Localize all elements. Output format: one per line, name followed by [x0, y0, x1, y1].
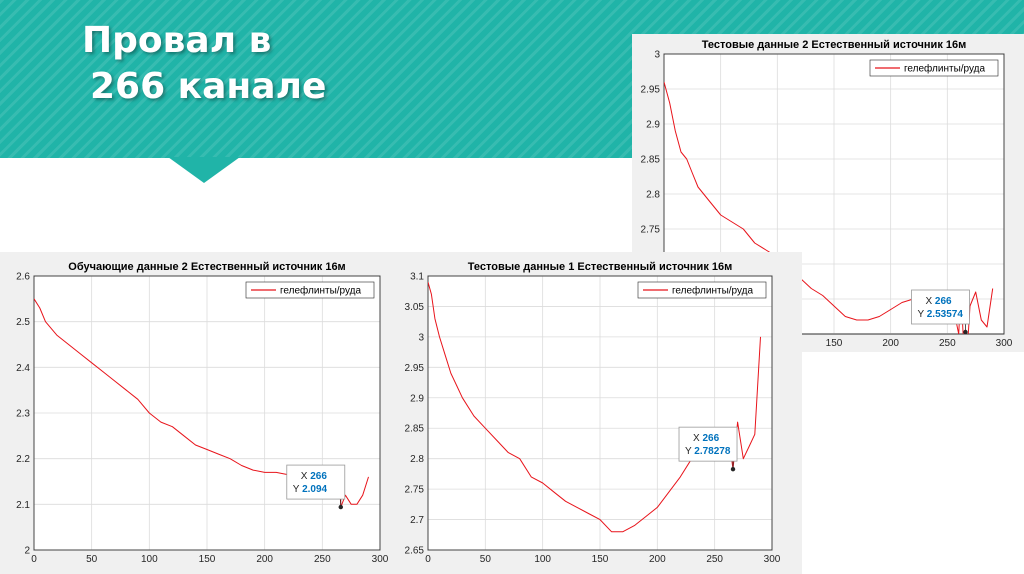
datatip-marker	[963, 329, 968, 335]
y-tick-label: 2.85	[405, 424, 425, 435]
x-tick-label: 200	[256, 554, 273, 565]
datatip-box	[678, 426, 738, 462]
y-tick-label: 3	[418, 332, 424, 343]
y-tick-label: 3.05	[405, 302, 425, 313]
y-tick-label: 2.6	[16, 272, 30, 283]
legend-box	[245, 281, 375, 299]
x-tick-label: 150	[826, 338, 843, 349]
datatip-marker	[730, 466, 736, 472]
datatip-x: X 266	[693, 433, 720, 444]
chart-svg: 0 50 100 150 200 250 300 2 2.1 2.2 2.3 2.4 2.5 2.6 Обу…	[16, 261, 389, 565]
x-tick-label: 300	[764, 554, 781, 565]
y-tick-label: 2.75	[641, 225, 661, 236]
plot-frame	[427, 275, 773, 551]
chart-title: Тестовые данные 2 Естественный источник …	[702, 39, 967, 51]
datatip-y: Y 2.094	[293, 484, 328, 495]
y-tick-label: 2.1	[16, 500, 30, 511]
plot-frame	[33, 275, 381, 551]
legend-box	[869, 59, 999, 77]
datatip-x-label: X	[925, 296, 934, 307]
datatip-y-value: 2.094	[302, 484, 327, 495]
chart-test-data-1: 0 50 100 150 200 250 300 2.65 2.7 2.75 2.8 2.85 2.9 2…	[394, 252, 802, 574]
y-tick-label: 2.95	[641, 85, 661, 96]
y-tick-label: 2.4	[16, 363, 30, 374]
x-tick-label: 150	[592, 554, 609, 565]
legend-label: гелефлинты/руда	[904, 63, 986, 75]
x-tick-label: 250	[314, 554, 331, 565]
legend-box	[637, 281, 767, 299]
legend-label: гелефлинты/руда	[672, 285, 754, 297]
datatip-x: X 266	[301, 471, 328, 482]
chart-svg: 0 50 100 150 200 250 300 2.65 2.7 2.75 2.8 2.85 2.9 2…	[405, 261, 781, 565]
y-tick-label: 2.65	[405, 546, 425, 557]
x-tick-label: 50	[480, 554, 492, 565]
datatip-box	[286, 464, 346, 500]
chart-title: Тестовые данные 1 Естественный источник …	[468, 261, 733, 273]
x-tick-label: 100	[534, 554, 551, 565]
x-tick-label: 250	[939, 338, 956, 349]
datatip-x: X 266	[925, 296, 952, 307]
y-tick-label: 2	[24, 546, 30, 557]
datatip-y-label: Y	[917, 309, 926, 320]
slide-title: Провал в 266 канале	[82, 18, 326, 110]
datatip-marker	[338, 504, 343, 510]
y-tick-label: 2.95	[405, 363, 425, 374]
x-tick-label: 100	[141, 554, 158, 565]
datatip-box	[911, 289, 970, 325]
y-tick-label: 2.85	[641, 155, 661, 166]
x-tick-label: 200	[649, 554, 666, 565]
y-tick-label: 2.8	[646, 190, 660, 201]
y-tick-label: 2.3	[16, 409, 30, 420]
y-tick-label: 2.9	[646, 120, 660, 131]
x-tick-label: 150	[199, 554, 216, 565]
x-tick-label: 0	[31, 554, 37, 565]
datatip-x-label: X	[301, 471, 310, 482]
y-tick-label: 2.2	[16, 454, 30, 465]
y-tick-label: 2.8	[410, 454, 424, 465]
x-tick-label: 250	[706, 554, 723, 565]
datatip-x-value: 266	[310, 471, 327, 482]
y-tick-label: 3.1	[410, 272, 424, 283]
datatip-y-label: Y	[685, 446, 694, 457]
datatip-x-label: X	[693, 433, 702, 444]
y-tick-label: 2.5	[16, 317, 30, 328]
legend-label: гелефлинты/руда	[280, 285, 362, 297]
chart-title: Обучающие данные 2 Естественный источник…	[68, 261, 345, 273]
datatip-y: Y 2.78278	[685, 446, 731, 457]
plot-frame	[663, 53, 1005, 335]
x-tick-label: 200	[882, 338, 899, 349]
chart-training-data-2: 0 50 100 150 200 250 300 2 2.1 2.2 2.3 2.4 2.5 2.6 Обу…	[0, 252, 394, 574]
datatip-x-value: 266	[935, 296, 952, 307]
datatip-y-value: 2.53574	[927, 309, 964, 320]
y-tick-label: 2.7	[410, 515, 424, 526]
x-tick-label: 0	[425, 554, 431, 565]
datatip-x-value: 266	[702, 433, 719, 444]
banner-notch	[168, 157, 240, 183]
y-tick-label: 3	[654, 50, 660, 61]
y-tick-label: 2.75	[405, 485, 425, 496]
slide-title-line-2: 266 канале	[90, 66, 327, 107]
datatip-y-value: 2.78278	[694, 446, 731, 457]
datatip-y-label: Y	[293, 484, 302, 495]
y-tick-label: 2.9	[410, 393, 424, 404]
slide-title-line-1: Провал в	[82, 20, 272, 61]
x-tick-label: 300	[996, 338, 1013, 349]
datatip-y: Y 2.53574	[917, 309, 963, 320]
x-tick-label: 50	[86, 554, 98, 565]
x-tick-label: 300	[372, 554, 389, 565]
